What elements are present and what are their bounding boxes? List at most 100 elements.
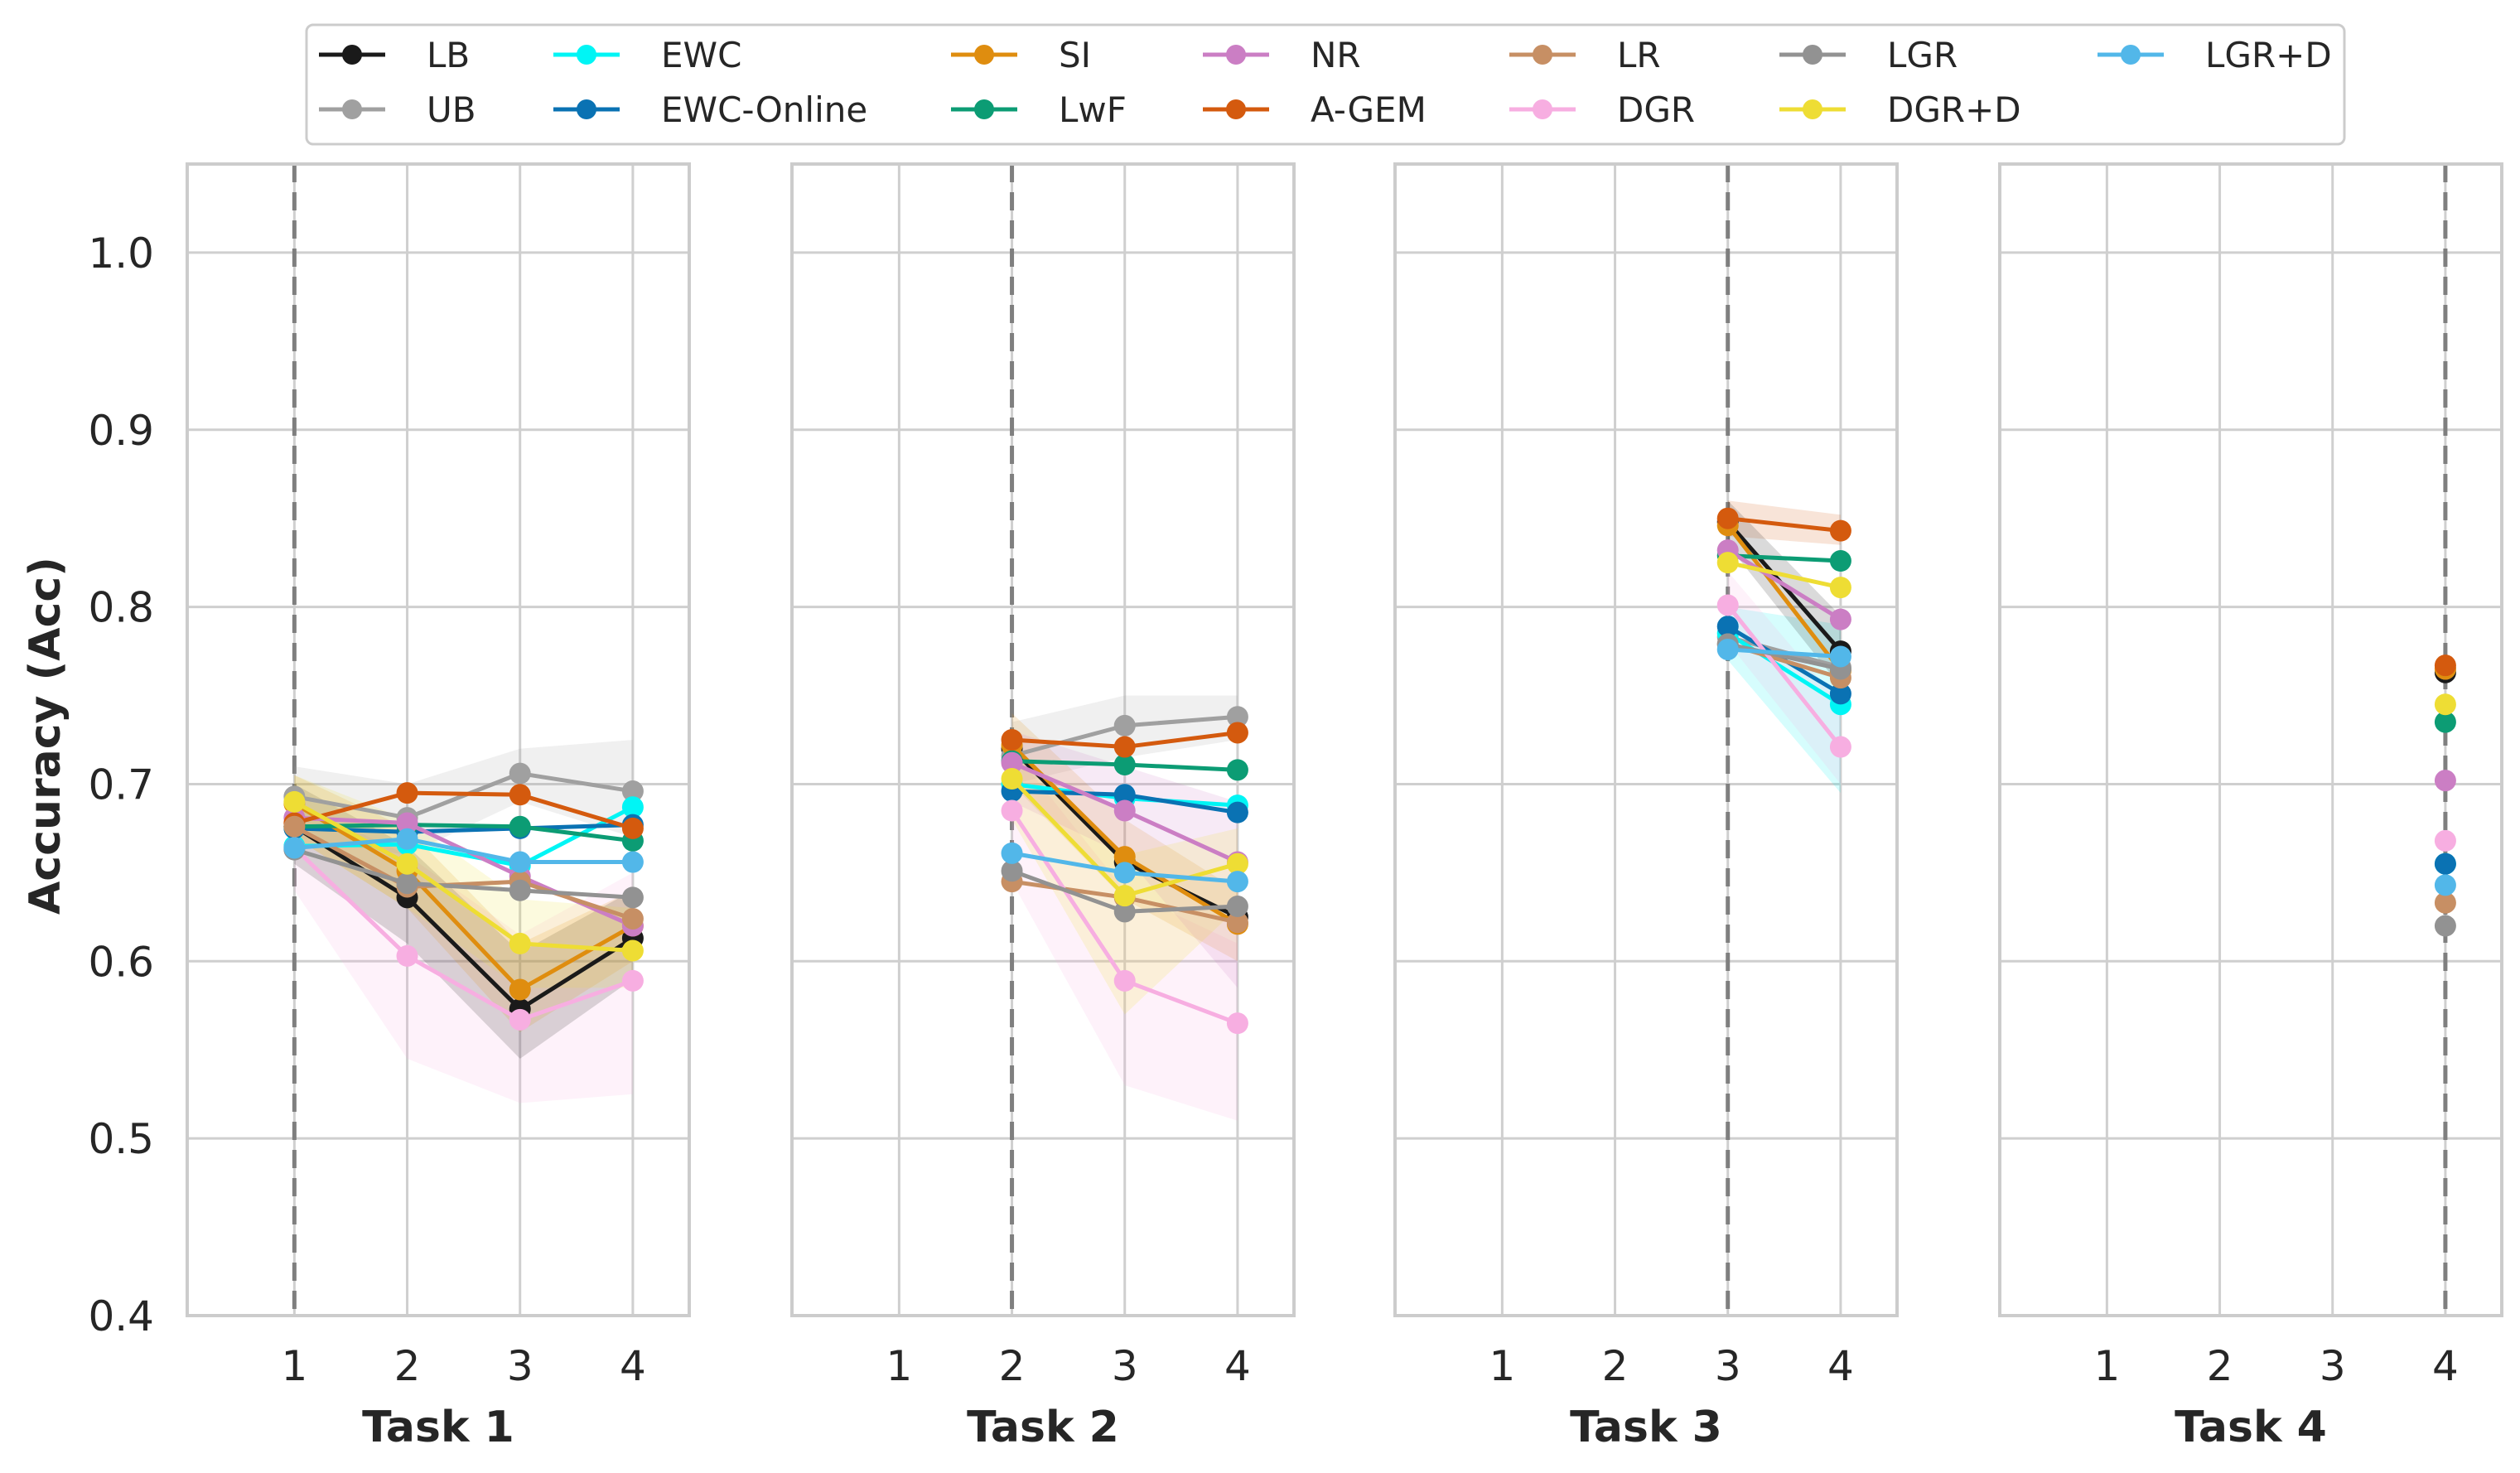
point-ub-x3 — [1113, 714, 1136, 736]
series-dgr-d — [1716, 552, 1851, 599]
series-dgr-d — [1001, 768, 1248, 907]
point-lgr-x4 — [2434, 915, 2456, 937]
point-dgr-d-x3 — [509, 932, 531, 954]
point-dgr-x3 — [1113, 969, 1136, 992]
point-a-gem-x3 — [1716, 507, 1739, 529]
legend-marker-lr — [1533, 45, 1552, 65]
y-tick-label: 0.7 — [88, 761, 154, 809]
point-nr-x4 — [1829, 608, 1851, 630]
confidence-bands — [1011, 695, 1238, 1121]
point-dgr-d-x2 — [1001, 768, 1023, 790]
panel-frame — [186, 162, 691, 1317]
legend-label-a-gem: A-GEM — [1311, 89, 1427, 130]
series-line-lgr — [293, 848, 634, 900]
legend-marker-ub — [342, 99, 362, 119]
x-tick-label: 1 — [2093, 1342, 2120, 1390]
series-lgr — [1001, 860, 1248, 923]
series-a-gem — [1716, 507, 1851, 542]
series-line-ewc-online — [294, 823, 633, 834]
point-lwf-x3 — [1113, 753, 1136, 775]
series-lgr — [283, 838, 644, 909]
series-lgr-d — [2434, 874, 2456, 896]
legend: LB UB EWC EWC-Online SI LwF NR A-GEM LR DGR LGR DGR… — [305, 23, 2346, 146]
panel-task-2: 1 2 3 4 Task 2 — [790, 162, 1296, 1452]
point-dgr-x3 — [1716, 594, 1739, 616]
legend-marker-lb — [342, 45, 362, 65]
legend-item-ub: UB — [319, 89, 476, 130]
x-axis-title-task-2: Task 2 — [967, 1403, 1119, 1452]
x-axis-title-task-3: Task 3 — [1570, 1403, 1722, 1452]
series-dgr — [1001, 799, 1248, 1035]
point-lgr-d-x2 — [396, 828, 418, 850]
series-dgr-d — [283, 790, 644, 962]
x-tick-label: 2 — [1602, 1342, 1629, 1390]
legend-marker-dgr-d — [1803, 99, 1822, 119]
series-line-lr — [293, 824, 634, 921]
series-a-gem — [2434, 654, 2456, 677]
point-lgr-d-x4 — [1226, 871, 1248, 893]
grid — [187, 164, 689, 1317]
legend-marker-lgr-d — [2121, 45, 2141, 65]
point-lgr-d-x4 — [2434, 874, 2456, 896]
series-line-lgr — [1727, 642, 1842, 671]
point-lgr-d-x2 — [1001, 842, 1023, 864]
y-tick-label: 0.6 — [88, 938, 154, 986]
x-tick-label: 3 — [1715, 1342, 1741, 1390]
legend-marker-si — [974, 45, 994, 65]
point-lgr-d-x3 — [1716, 638, 1739, 660]
x-tick-label: 3 — [507, 1342, 533, 1390]
series-line-a-gem — [1727, 516, 1842, 534]
series-ewc-online — [2434, 852, 2456, 875]
legend-item-lb: LB — [319, 35, 470, 75]
point-a-gem-x2 — [396, 782, 418, 804]
point-si-x3 — [1113, 846, 1136, 868]
band-dgr-d — [294, 775, 633, 988]
series-a-gem — [1001, 722, 1248, 758]
point-ub-x3 — [509, 762, 531, 785]
legend-item-dgr: DGR — [1509, 89, 1695, 130]
point-a-gem-x3 — [1113, 736, 1136, 758]
series-dgr-d — [2434, 693, 2456, 716]
point-lgr-x4 — [1226, 896, 1248, 918]
series-nr — [2434, 770, 2456, 792]
y-tick-label: 0.9 — [88, 407, 154, 455]
legend-marker-ewc — [577, 45, 596, 65]
point-lgr-x3 — [1113, 901, 1136, 923]
point-lr-x4 — [621, 907, 644, 930]
series-lgr-d — [283, 828, 644, 873]
series-lgr-d — [1001, 842, 1248, 893]
point-dgr-d-x3 — [1113, 885, 1136, 907]
point-dgr-d-x2 — [396, 852, 418, 875]
series-line-dgr-d — [1727, 560, 1842, 590]
legend-marker-nr — [1226, 45, 1246, 65]
point-lgr-x4 — [621, 886, 644, 909]
panel-task-3: 1 2 3 4 Task 3 — [1393, 162, 1899, 1452]
legend-item-nr: NR — [1203, 35, 1361, 75]
series-line-lwf — [294, 823, 634, 843]
point-lgr-d-x3 — [509, 851, 531, 873]
x-tick-label: 4 — [620, 1342, 646, 1390]
legend-marker-a-gem — [1226, 99, 1246, 119]
legend-item-ewc: EWC — [553, 35, 741, 75]
legend-item-lgr: LGR — [1779, 35, 1958, 75]
point-nr-x4 — [2434, 770, 2456, 792]
legend-label-ewc-online: EWC-Online — [661, 89, 867, 130]
point-lr-x1 — [283, 815, 306, 838]
y-tick-label: 0.8 — [88, 584, 154, 632]
x-tick-label: 4 — [2432, 1342, 2459, 1390]
x-tick-label: 3 — [1112, 1342, 1138, 1390]
point-a-gem-x2 — [1001, 729, 1023, 751]
point-si-x3 — [509, 978, 531, 1001]
point-dgr-x2 — [396, 944, 418, 967]
y-tick-label: 0.4 — [88, 1292, 154, 1340]
series-lgr — [2434, 915, 2456, 937]
x-tick-label: 1 — [281, 1342, 307, 1390]
legend-label-lwf: LwF — [1059, 89, 1127, 130]
point-lgr-d-x4 — [1829, 645, 1851, 668]
series-line-dgr-d — [293, 799, 634, 953]
series-line-ewc — [1726, 631, 1842, 707]
point-lgr-d-x4 — [621, 851, 644, 873]
point-ewc-x4 — [621, 796, 644, 819]
point-ewc-online-x3 — [1716, 616, 1739, 638]
